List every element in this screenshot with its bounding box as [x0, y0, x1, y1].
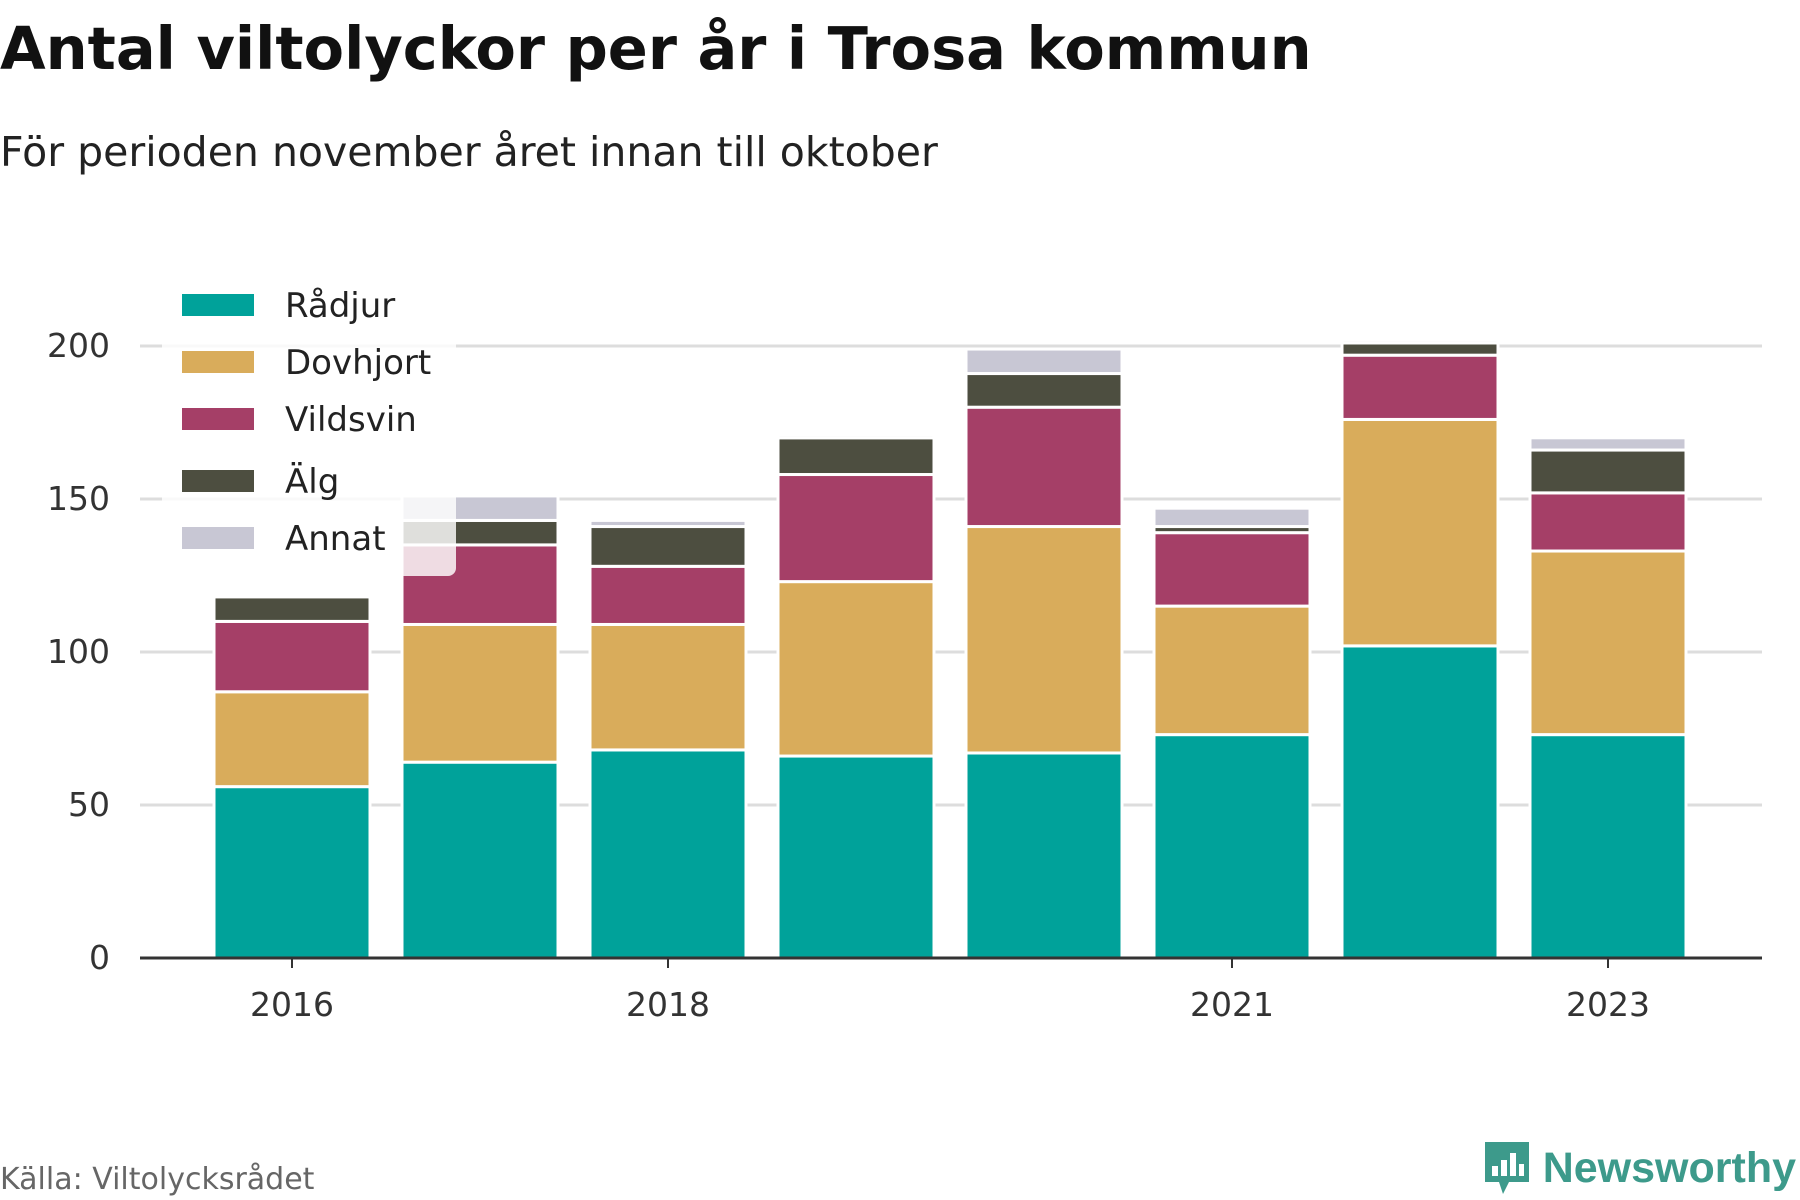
y-tick-label: 200 [47, 326, 110, 365]
bar-segment [212, 690, 372, 789]
bar-segment [776, 473, 936, 584]
bar-segment [964, 405, 1124, 529]
y-tick-label: 0 [89, 938, 110, 977]
x-tick-label: 2018 [626, 985, 710, 1024]
chart-title: Antal viltolyckor per år i Trosa kommun [0, 14, 1312, 83]
x-axis: 2016 2018 2021 2023 [140, 956, 1762, 1024]
bar-segment [212, 785, 372, 960]
bar-stack [964, 347, 1124, 960]
bar-segment [588, 748, 748, 960]
bar-stack [1528, 436, 1688, 960]
legend-swatch [182, 351, 254, 373]
legend-swatch [182, 527, 254, 549]
bar-segment [964, 525, 1124, 755]
bar-segment [588, 622, 748, 752]
bar-segment [1152, 531, 1312, 608]
legend-label: Dovhjort [285, 343, 431, 383]
legend-item: Dovhjort [182, 343, 431, 383]
bar-segment [776, 436, 936, 477]
bar-segment [588, 525, 748, 568]
bar-segment [964, 347, 1124, 376]
legend-label: Vildsvin [285, 400, 417, 440]
bar-segment [588, 518, 748, 529]
y-tick-label: 150 [47, 479, 110, 518]
bar-segment [1340, 644, 1500, 960]
bar-segment [1340, 417, 1500, 648]
bar-segment [964, 372, 1124, 409]
bar-segment [1340, 338, 1500, 345]
bar-segment [1528, 436, 1688, 452]
legend-swatch [182, 408, 254, 430]
chart-subtitle: För perioden november året innan till ok… [0, 128, 938, 176]
bar-segment [776, 754, 936, 960]
bar-segment [212, 619, 372, 694]
legend-swatch [182, 294, 254, 316]
y-tick-label: 50 [68, 785, 110, 824]
y-tick-label: 100 [47, 632, 110, 671]
legend-label: Rådjur [285, 286, 395, 326]
brand: Newsworthy [1483, 1140, 1796, 1196]
bar-segment [1528, 491, 1688, 553]
x-tick-label: 2016 [250, 985, 334, 1024]
bar-segment [1340, 353, 1500, 421]
bar-stack [588, 518, 748, 960]
bar-segment [400, 760, 560, 960]
legend-item: Älg [182, 462, 339, 502]
newsworthy-logo-icon [1484, 1142, 1529, 1194]
legend-label: Annat [285, 519, 386, 559]
bar-stack [1340, 338, 1500, 960]
y-axis: 0 50 100 150 200 [47, 326, 110, 977]
bars [212, 338, 1688, 960]
bar-segment [1152, 733, 1312, 960]
bar-segment [776, 433, 936, 440]
bar-segment [1528, 549, 1688, 737]
bar-segment [1152, 506, 1312, 529]
legend: Rådjur Dovhjort Vildsvin Älg Annat [162, 274, 456, 576]
bar-segment [400, 622, 560, 764]
legend-item: Annat [182, 519, 386, 559]
legend-item: Vildsvin [182, 400, 417, 440]
legend-swatch [182, 470, 254, 492]
bar-segment [212, 595, 372, 623]
bar-stack [776, 433, 936, 960]
legend-label: Älg [285, 462, 339, 502]
bar-segment [964, 751, 1124, 960]
bar-segment [588, 564, 748, 626]
bar-segment [776, 580, 936, 758]
legend-item: Rådjur [182, 286, 395, 326]
x-tick-label: 2023 [1566, 985, 1650, 1024]
x-tick-label: 2021 [1190, 985, 1274, 1024]
bar-segment [1528, 448, 1688, 495]
bar-stack [212, 595, 372, 960]
bar-stack [1152, 506, 1312, 960]
bar-segment [1340, 341, 1500, 357]
source-note: Källa: Viltolycksrådet [0, 1162, 315, 1197]
brand-name: Newsworthy [1542, 1143, 1796, 1192]
legend-background [162, 274, 456, 576]
bar-segment [1152, 604, 1312, 737]
bar-segment [1528, 733, 1688, 960]
